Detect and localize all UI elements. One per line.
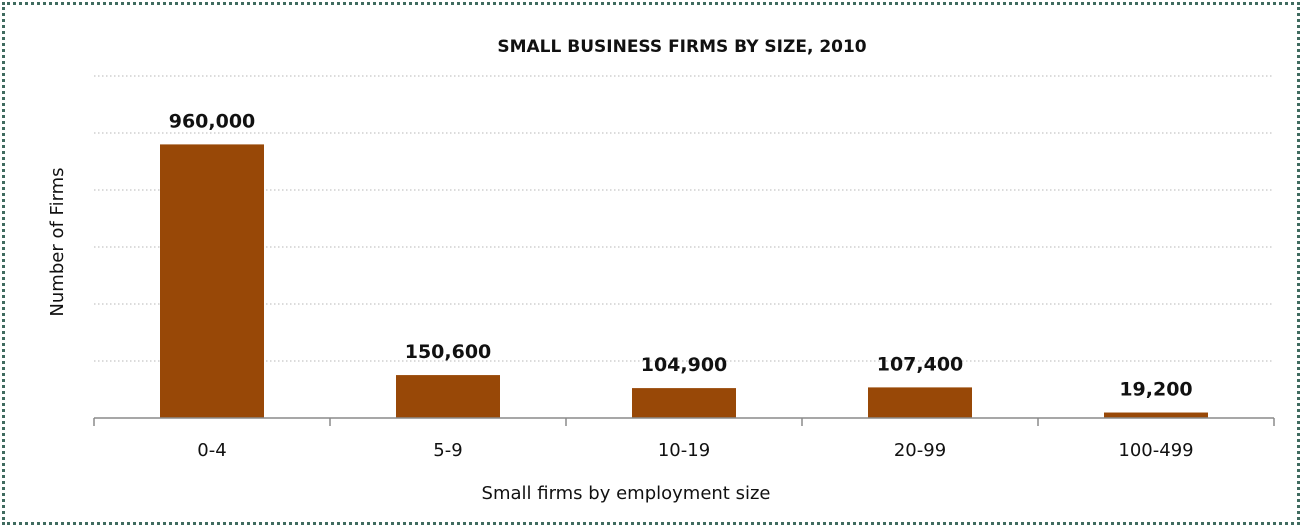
x-axis-title: Small firms by employment size xyxy=(482,483,771,504)
gridlines xyxy=(94,75,1274,362)
bar-0-4 xyxy=(160,144,264,418)
bars xyxy=(160,144,1208,418)
x-axis xyxy=(93,417,1275,426)
x-tick-label-0-4: 0-4 xyxy=(197,440,226,461)
y-axis-title: Number of Firms xyxy=(47,167,68,316)
value-labels: 960,000 150,600 104,900 107,400 19,200 xyxy=(169,110,1193,400)
x-tick-labels: 0-4 5-9 10-19 20-99 100-499 xyxy=(197,440,1193,461)
value-label-0-4: 960,000 xyxy=(169,110,256,132)
value-label-10-19: 104,900 xyxy=(641,354,728,376)
value-label-20-99: 107,400 xyxy=(877,353,964,375)
bar-10-19 xyxy=(632,388,736,418)
bar-100-499 xyxy=(1104,412,1208,418)
value-label-100-499: 19,200 xyxy=(1119,379,1192,401)
chart-title: SMALL BUSINESS FIRMS BY SIZE, 2010 xyxy=(497,37,866,57)
x-tick-label-20-99: 20-99 xyxy=(894,440,946,461)
bar-5-9 xyxy=(396,375,500,418)
x-tick-label-5-9: 5-9 xyxy=(433,440,462,461)
value-label-5-9: 150,600 xyxy=(405,341,492,363)
x-tick-label-10-19: 10-19 xyxy=(658,440,710,461)
x-tick-label-100-499: 100-499 xyxy=(1118,440,1193,461)
bar-20-99 xyxy=(868,387,972,418)
